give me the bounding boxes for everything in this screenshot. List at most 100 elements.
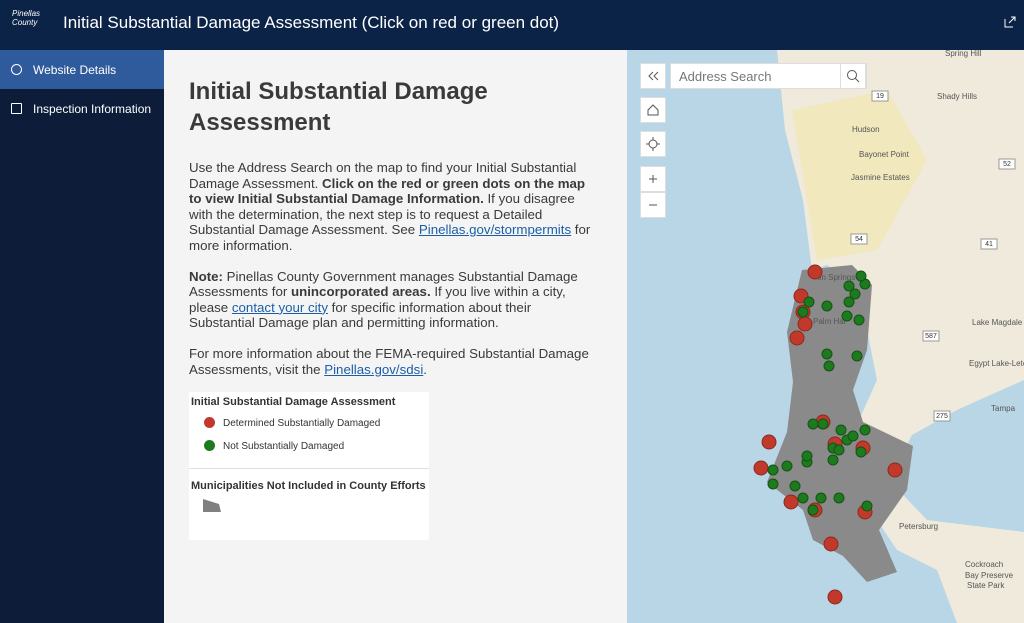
not-damaged-marker [789,480,801,492]
heading: Initial Substantial Damage Assessment [189,78,488,136]
address-search[interactable]: Address Search [670,63,867,89]
not-damaged-marker [815,492,827,504]
map-label: Palm Har [813,317,847,326]
not-damaged-marker [823,360,835,372]
not-damaged-marker [855,446,867,458]
legend-label: Not Substantially Damaged [223,441,345,453]
map-label: Shady Hills [937,92,977,101]
road-shield-label: 52 [1003,161,1011,168]
damaged-marker [887,462,903,478]
map-label: Bayonet Point [859,150,910,159]
not-damaged-marker [821,348,833,360]
locate-button[interactable] [640,131,666,157]
legend-title: Initial Substantial Damage Assessment [191,396,396,409]
not-damaged-marker [797,306,809,318]
search-placeholder: Address Search [679,69,772,84]
damaged-marker [783,494,799,510]
logo-text: Pinellas [12,9,41,18]
not-damaged-marker [803,296,815,308]
logo: Pinellas County [12,9,56,39]
damaged-marker [823,536,839,552]
legend-section-title: Municipalities Not Included in County Ef… [189,468,429,503]
not-damaged-marker [807,504,819,516]
legend: Initial Substantial Damage Assessment De… [189,392,429,541]
legend-item: Determined Substantially Damaged [189,416,429,439]
not-damaged-marker [781,460,793,472]
share-icon[interactable] [1003,15,1017,29]
road-shield-label: 41 [985,241,993,248]
paragraph: For more information about the FEMA-requ… [189,346,594,377]
road-shield-label: 587 [925,333,937,340]
text: for specific information about their Sub… [189,299,532,331]
not-damaged-marker [767,464,779,476]
not-damaged-marker [797,492,809,504]
not-damaged-marker [833,492,845,504]
text: for more information. [189,222,591,253]
bold-text: Click on the red or green dots on the ma… [189,175,586,207]
road-shield [933,410,951,422]
app-title: Initial Substantial Damage Assessment (C… [63,13,560,32]
road-shield [850,233,868,245]
damaged-marker [753,460,769,476]
not-damaged-marker [767,478,779,490]
road-shield [922,330,940,342]
not-damaged-marker [801,450,813,462]
damaged-marker [761,434,777,450]
map-label: Hudson [852,125,880,134]
not-damaged-marker [843,280,855,292]
road-shield [980,238,998,250]
text: . [423,361,427,377]
bold-text: unincorporated areas. [290,284,431,300]
paragraph: Note: Pinellas County Government manages… [189,269,594,331]
damaged-marker [827,589,843,605]
not-damaged-marker [827,454,839,466]
sidebar: Website Details Inspection Information [0,50,164,623]
text: If you disagree with the determination, … [189,191,575,238]
map-label: Spring Hill [945,50,982,58]
link[interactable]: contact your city [231,299,328,315]
not-damaged-marker [835,424,847,436]
not-damaged-marker [853,314,865,326]
nav-item[interactable]: Website Details [0,50,164,89]
damaged-marker [807,264,823,280]
legend-label: Determined Substantially Damaged [223,418,381,430]
road-shield-label: 19 [876,93,884,100]
home-button[interactable] [640,97,666,123]
nav-item[interactable]: Inspection Information [0,89,164,128]
damaged-marker [789,330,805,346]
map[interactable]: Spring Hill Shady Hills Hudson Bayonet Poin… [627,50,1024,623]
map-label: Egypt Lake-Leto [969,359,1024,368]
search-button[interactable] [840,63,866,89]
collapse-button[interactable] [640,63,666,89]
zoom-out[interactable] [640,192,666,218]
map-label: Petersburg [899,522,938,531]
not-damaged-marker [821,300,833,312]
map-label: Bay Preserve [965,571,1014,580]
map-label: on Springs [817,273,855,282]
not-damaged-marker [841,310,853,322]
map-label: Tampa [991,404,1016,413]
content-panel: Initial Substantial Damage Assessment Us… [164,50,627,623]
text: Use the Address Search on the map to fin… [189,160,577,191]
link[interactable]: Pinellas.gov/stormpermits [418,222,572,238]
zoom-in[interactable] [640,166,666,192]
not-damaged-marker [843,296,855,308]
map-label: Jasmine Estates [851,173,910,182]
not-damaged-marker [859,424,871,436]
nav-label: Website Details [33,63,117,77]
text: For more information about the FEMA-requ… [189,345,589,377]
road-shield [998,158,1016,170]
road-shield [871,90,889,102]
nav-label: Inspection Information [33,102,152,116]
legend-swatch [203,499,221,513]
not-damaged-marker [807,418,819,430]
damaged-marker [797,316,813,332]
road-shield-label: 54 [855,236,863,243]
link[interactable]: Pinellas.gov/sdsi [324,361,424,377]
legend-item: Not Substantially Damaged [189,439,429,462]
not-damaged-marker [861,500,873,512]
not-damaged-marker [847,430,859,442]
not-damaged-marker [851,350,863,362]
